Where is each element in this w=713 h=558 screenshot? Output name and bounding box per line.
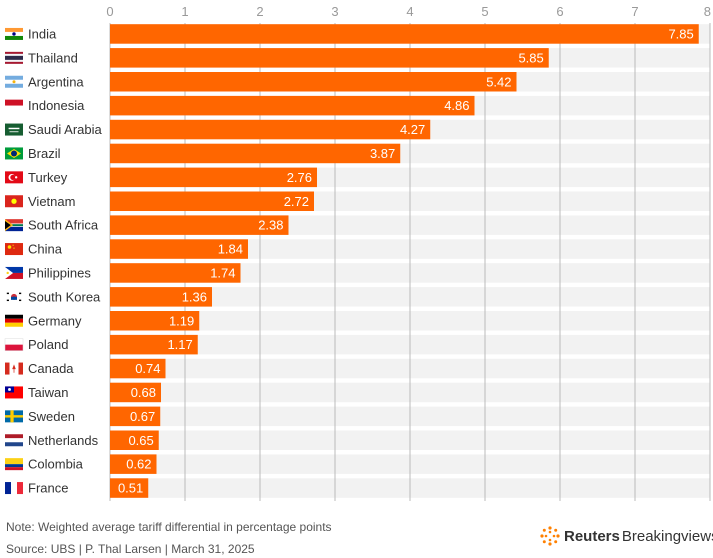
bar (110, 119, 431, 140)
category-label: China (28, 242, 63, 257)
bar (110, 334, 198, 355)
bar (110, 358, 166, 379)
category-label: Netherlands (28, 433, 99, 448)
category-label: Argentina (28, 74, 84, 89)
flag-south-korea-icon (5, 290, 23, 303)
bar-value-label: 0.51 (118, 481, 143, 496)
category-label: Germany (28, 313, 82, 328)
bar-value-label: 1.36 (182, 289, 207, 304)
flag-poland-icon (4, 338, 24, 351)
flag-india-icon (5, 27, 23, 40)
x-tick-label: 0 (106, 4, 113, 19)
bar-value-label: 5.85 (518, 50, 543, 65)
category-label: Indonesia (28, 98, 85, 113)
chart-source: Source: UBS | P. Thal Larsen | March 31,… (6, 542, 255, 556)
bar-value-label: 0.74 (135, 361, 160, 376)
bar-value-label: 2.72 (284, 194, 309, 209)
bar-value-label: 2.76 (287, 170, 312, 185)
x-tick-label: 8 (704, 4, 711, 19)
bar-value-label: 1.17 (167, 337, 192, 352)
bar (110, 406, 161, 427)
flag-philippines-icon (5, 266, 23, 279)
bar (110, 95, 475, 116)
bar-value-label: 2.38 (258, 218, 283, 233)
bar-value-label: 0.65 (128, 433, 153, 448)
bar-value-label: 7.85 (668, 26, 693, 41)
bar (110, 191, 314, 211)
category-label: Poland (28, 337, 68, 352)
flag-sweden-icon (5, 410, 23, 423)
category-label: Vietnam (28, 194, 75, 209)
flag-brazil-icon (5, 147, 23, 160)
flag-argentina-icon (5, 75, 23, 88)
bar (110, 215, 289, 235)
category-label: Canada (28, 361, 74, 376)
x-tick-label: 3 (331, 4, 338, 19)
category-label: Thailand (28, 50, 78, 65)
tariff-bar-chart: 0 1 2 3 4 5 6 7 8 7.85 India 5.85 Thailand 5.42 Argent… (4, 4, 711, 501)
category-label: Turkey (28, 170, 68, 185)
bar (110, 48, 549, 68)
bar (110, 239, 248, 259)
flag-canada-icon (5, 362, 23, 375)
bar (110, 24, 699, 44)
category-label: Taiwan (28, 385, 68, 400)
bar (110, 430, 159, 450)
category-label: Colombia (28, 457, 84, 472)
bar (110, 287, 212, 307)
category-label: Sweden (28, 409, 75, 424)
bar (110, 143, 401, 164)
bar-value-label: 4.27 (400, 122, 425, 137)
reuters-logo-icon (540, 526, 560, 546)
flag-saudi-arabia-icon (5, 123, 23, 136)
flag-colombia-icon (5, 458, 23, 471)
flag-taiwan-icon (5, 386, 23, 399)
bar-value-label: 0.62 (126, 457, 151, 472)
bar (110, 311, 200, 331)
x-tick-label: 7 (631, 4, 638, 19)
flag-indonesia-icon (5, 99, 23, 112)
bar-value-label: 0.67 (130, 409, 155, 424)
bar (110, 167, 317, 188)
category-label: India (28, 26, 57, 41)
flag-france-icon (5, 482, 23, 495)
flag-vietnam-icon (5, 195, 23, 208)
flag-turkey-icon (5, 171, 23, 184)
flag-china-icon (5, 243, 23, 256)
category-label: South Korea (28, 289, 101, 304)
category-label: South Africa (28, 218, 99, 233)
bar-value-label: 0.68 (131, 385, 156, 400)
x-tick-label: 6 (556, 4, 563, 19)
flag-germany-icon (5, 314, 23, 327)
logo-text-breakingviews: Breakingviews (621, 527, 713, 545)
bar (110, 263, 241, 283)
reuters-breakingviews-logo: Reuters Breakingviews (540, 525, 713, 547)
flag-netherlands-icon (5, 434, 23, 447)
bar-value-label: 1.19 (169, 313, 194, 328)
category-label: France (28, 481, 68, 496)
x-tick-label: 1 (181, 4, 188, 19)
bar (110, 72, 517, 92)
bar-value-label: 4.86 (444, 98, 469, 113)
x-tick-label: 4 (406, 4, 413, 19)
flag-south-africa-icon (5, 219, 23, 232)
category-label: Saudi Arabia (28, 122, 102, 137)
bar-value-label: 1.84 (218, 242, 243, 257)
flag-thailand-icon (5, 51, 23, 64)
bar (110, 454, 157, 474)
chart-note: Note: Weighted average tariff differenti… (6, 520, 332, 534)
bar (110, 478, 149, 498)
category-label: Philippines (28, 265, 91, 280)
bar (110, 382, 161, 403)
x-tick-label: 2 (256, 4, 263, 19)
x-tick-label: 5 (481, 4, 488, 19)
bar-value-label: 5.42 (486, 74, 511, 89)
logo-text-reuters: Reuters (564, 527, 620, 545)
bar-value-label: 1.74 (210, 265, 235, 280)
category-label: Brazil (28, 146, 61, 161)
bar-value-label: 3.87 (370, 146, 395, 161)
